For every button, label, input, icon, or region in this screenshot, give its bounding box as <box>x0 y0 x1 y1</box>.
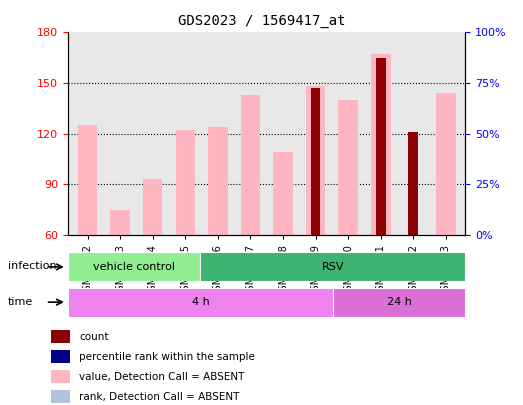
Bar <box>110 210 130 235</box>
Bar <box>311 88 321 235</box>
Bar <box>176 130 195 235</box>
Bar <box>436 93 456 235</box>
Text: percentile rank within the sample: percentile rank within the sample <box>79 352 255 362</box>
Bar <box>376 58 385 235</box>
Bar <box>68 288 333 317</box>
Text: count: count <box>79 332 109 341</box>
Text: GDS2023 / 1569417_at: GDS2023 / 1569417_at <box>178 14 345 28</box>
Bar <box>68 252 200 281</box>
Text: vehicle control: vehicle control <box>93 262 175 272</box>
Bar <box>110 12 130 17</box>
Bar <box>200 252 465 281</box>
Text: rank, Detection Call = ABSENT: rank, Detection Call = ABSENT <box>79 392 240 401</box>
Bar <box>408 132 418 235</box>
Text: infection: infection <box>8 262 56 271</box>
Bar <box>208 127 228 235</box>
Bar <box>143 179 163 235</box>
Bar <box>51 370 70 384</box>
Bar <box>241 95 260 235</box>
Bar <box>78 125 97 235</box>
Text: value, Detection Call = ABSENT: value, Detection Call = ABSENT <box>79 371 245 382</box>
Text: RSV: RSV <box>322 262 344 272</box>
Text: time: time <box>8 297 33 307</box>
Bar <box>51 350 70 363</box>
Bar <box>338 100 358 235</box>
Bar <box>333 288 465 317</box>
Text: 24 h: 24 h <box>387 297 412 307</box>
Bar <box>273 152 293 235</box>
Bar <box>51 330 70 343</box>
Bar <box>371 54 391 235</box>
Bar <box>306 86 325 235</box>
Text: 4 h: 4 h <box>191 297 209 307</box>
Bar <box>51 390 70 403</box>
